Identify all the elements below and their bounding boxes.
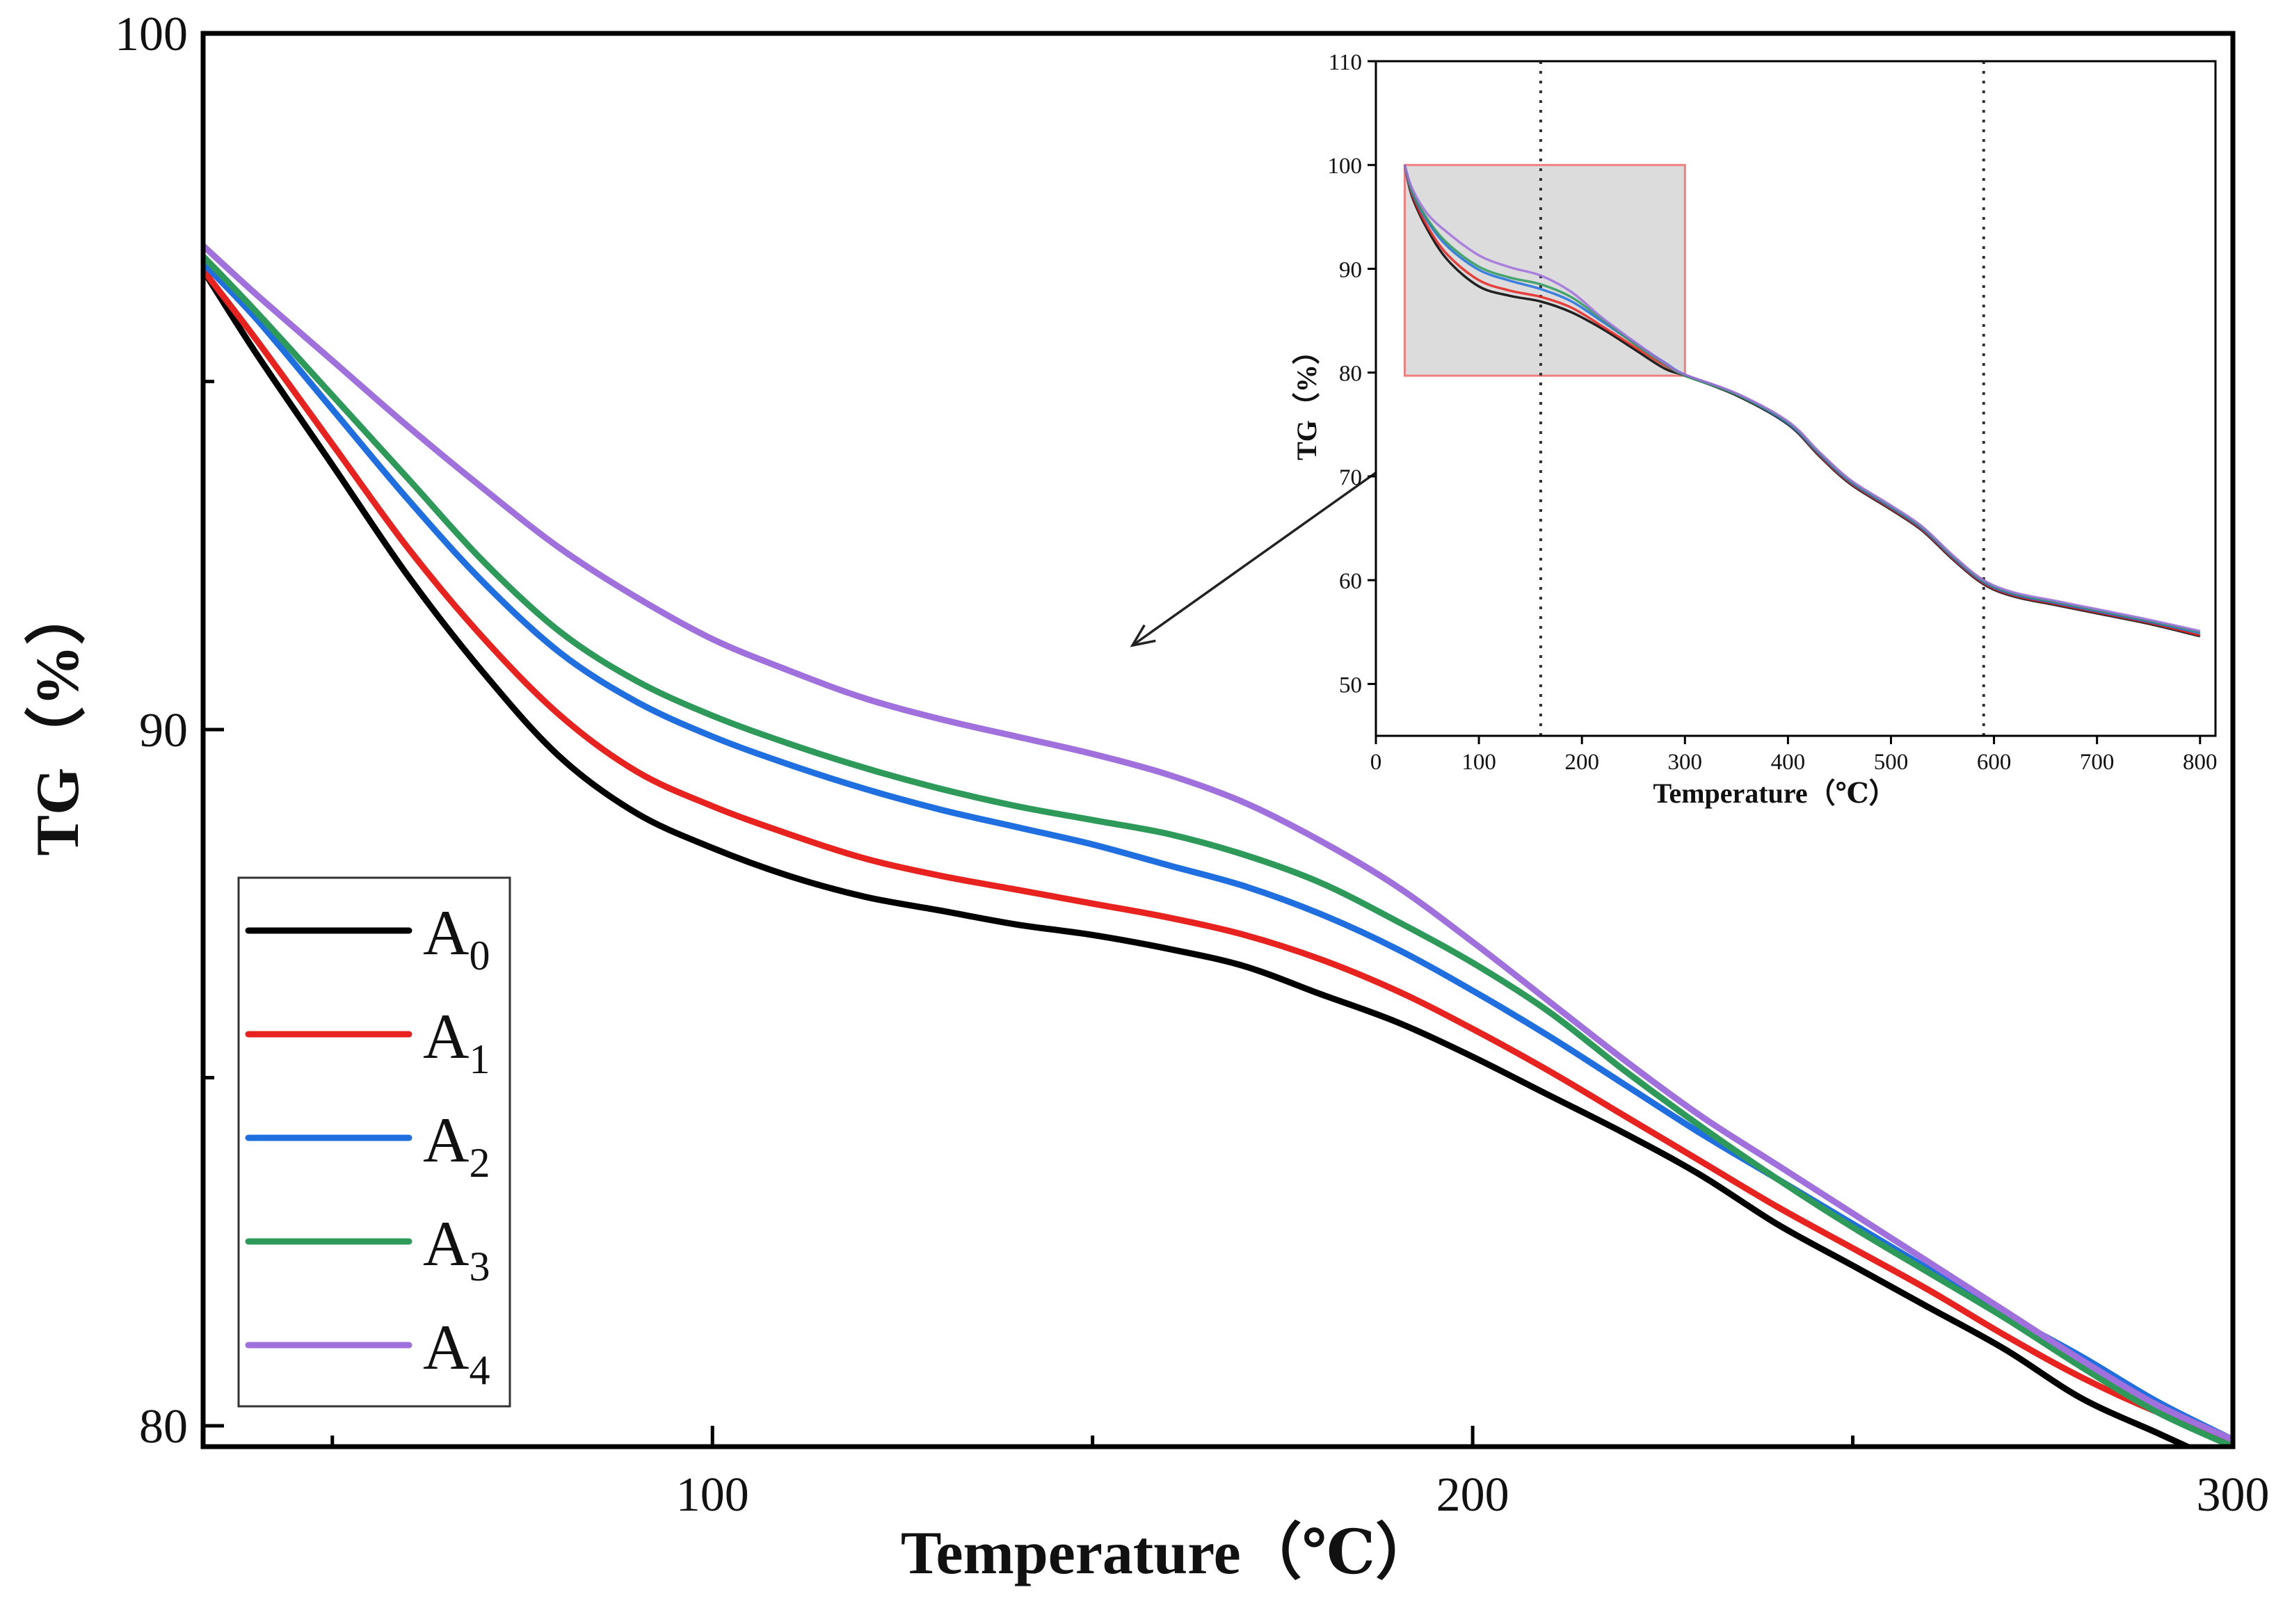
main-series-line-a2 [203,259,2233,1443]
main-series-line-a1 [203,266,2233,1443]
main-x-axis-title: Temperature（℃） [901,1520,1436,1587]
inset-zoom-region [1403,163,1686,377]
main-series-line-a4 [203,242,2233,1443]
inset-x-tick-label: 600 [1977,750,2012,775]
main-y-tick-label: 90 [139,704,188,757]
inset-y-tick-label: 50 [1339,673,1362,698]
inset-x-tick-label: 400 [1771,750,1806,775]
inset-x-tick-label: 800 [2183,750,2218,775]
inset-y-tick-label: 100 [1328,154,1363,179]
inset-x-tick-label: 500 [1874,750,1909,775]
inset-plot: 0 100 200 300 400 500 600 700 800 50 60 70 80 90 100 11… [1291,50,2218,809]
main-y-tick-label: 80 [139,1400,188,1454]
inset-x-tick-label: 200 [1564,750,1599,775]
inset-series-line-a4 [1403,164,2201,633]
inset-y-tick-label: 80 [1339,362,1362,387]
inset-background [1376,61,2215,736]
main-x-tick-label: 200 [1436,1468,1509,1522]
inset-x-axis-title: Temperature（℃） [1653,778,1896,809]
inset-x-tick-label: 0 [1370,750,1382,775]
inset-y-tick-label: 90 [1339,257,1362,282]
zoom-arrow-head [1130,624,1156,648]
inset-x-tick-label: 100 [1461,750,1496,775]
legend-label-a2: A2 [423,1104,490,1186]
inset-series-group [1403,164,2201,638]
inset-plot-frame [1375,60,2217,737]
legend-box [237,876,511,1408]
main-plot-frame [200,31,2236,1449]
inset-y-tick-label: 70 [1339,465,1362,490]
inset-x-tick-label: 300 [1668,750,1703,775]
inset-x-tick-label: 700 [2080,750,2115,775]
main-x-tick-label: 100 [676,1468,749,1522]
main-y-tick-label: 100 [115,8,188,61]
main-series-group [203,242,2233,1447]
legend-label-subscript: 0 [469,933,490,979]
main-series-line-a3 [203,252,2233,1447]
legend-label-subscript: 4 [469,1347,490,1393]
main-series-line-a0 [203,266,2190,1447]
inset-y-axis-title: TG（%） [1291,337,1322,460]
inset-y-tick-label: 60 [1339,569,1362,594]
inset-y-tick-label: 110 [1329,50,1362,75]
legend-label-subscript: 1 [469,1036,490,1082]
main-x-tick-label: 300 [2197,1468,2270,1522]
main-y-axis-title: TG（%） [24,584,92,855]
legend-label-subscript: 3 [469,1244,490,1289]
legend-label-subscript: 2 [469,1140,490,1186]
